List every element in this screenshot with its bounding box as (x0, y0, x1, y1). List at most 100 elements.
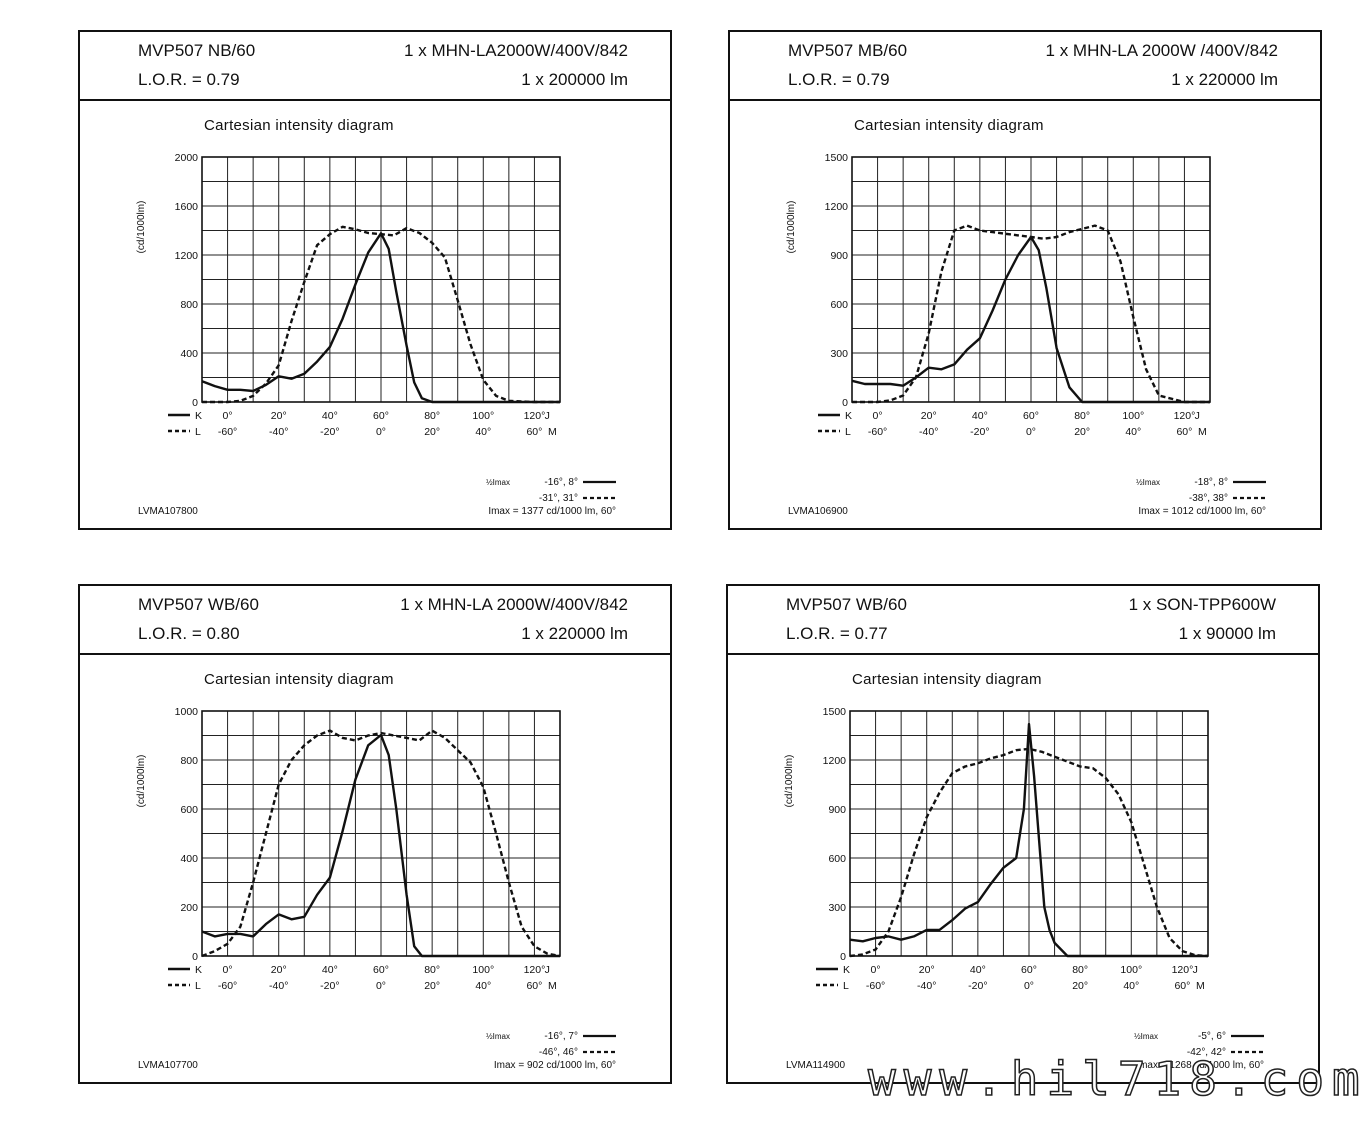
x-tick-label-l: -60° (218, 980, 237, 992)
lamp-spec: 1 x MHN-LA2000W/400V/842 (404, 41, 628, 60)
x-tick-label-l: 20° (424, 980, 440, 992)
imax-text: Imax = 1012 cd/1000 lm, 60° (1138, 506, 1266, 517)
y-tick-label: 0 (842, 397, 848, 409)
lamp-spec: 1 x MHN-LA 2000W/400V/842 (400, 595, 628, 614)
lumen-value: 1 x 220000 lm (1171, 70, 1278, 89)
half-dashed-angles: -31°, 31° (539, 493, 578, 504)
x-tick-label-l: -20° (968, 980, 987, 992)
drawing-code: LVMA107700 (138, 1060, 198, 1071)
legend-k-label: K (845, 410, 852, 422)
x-tick-label-k: 80° (1072, 964, 1088, 976)
panel-1: MVP507 NB/60 1 x MHN-LA2000W/400V/842 L.O.… (78, 30, 672, 530)
x-tick-label-k: 100° (1122, 410, 1144, 422)
x-tick-label-l: 60° (526, 980, 542, 992)
panel-frame (78, 584, 672, 1084)
x-axis-end-l: M (548, 980, 557, 992)
lamp-spec: 1 x SON-TPP600W (1129, 595, 1276, 614)
lumen-value: 1 x 200000 lm (521, 70, 628, 89)
lor-value: L.O.R. = 0.79 (788, 70, 890, 89)
legend-l-label: L (843, 980, 849, 992)
x-tick-label-l: -60° (218, 426, 237, 438)
x-axis-end-k: J (1195, 410, 1200, 422)
x-tick-label-k: 60° (1023, 410, 1039, 422)
y-tick-label: 0 (192, 397, 198, 409)
x-tick-label-k: 60° (1021, 964, 1037, 976)
lor-value: L.O.R. = 0.79 (138, 70, 240, 89)
y-tick-label: 300 (830, 348, 848, 360)
y-tick-label: 900 (828, 804, 846, 816)
chart-subtitle: Cartesian intensity diagram (204, 671, 394, 688)
imax-text: Imax = 902 cd/1000 lm, 60° (494, 1060, 616, 1071)
x-tick-label-l: -40° (269, 980, 288, 992)
x-tick-label-k: 0° (871, 964, 881, 976)
x-tick-label-k: 40° (970, 964, 986, 976)
x-tick-label-k: 120° (524, 964, 546, 976)
lumen-value: 1 x 90000 lm (1179, 624, 1276, 643)
lor-value: L.O.R. = 0.80 (138, 624, 240, 643)
model-name: MVP507 MB/60 (788, 41, 907, 60)
drawing-code: LVMA107800 (138, 506, 198, 517)
x-tick-label-k: 20° (921, 410, 937, 422)
series-line-k (849, 722, 1208, 958)
x-tick-label-l: -40° (269, 426, 288, 438)
legend-k-label: K (843, 964, 850, 976)
x-tick-label-k: 100° (472, 410, 494, 422)
x-tick-label-l: -20° (320, 980, 339, 992)
x-tick-label-l: 0° (1026, 426, 1036, 438)
drawing-code: LVMA106900 (788, 506, 848, 517)
model-name: MVP507 WB/60 (786, 595, 907, 614)
y-tick-label: 600 (830, 299, 848, 311)
model-name: MVP507 NB/60 (138, 41, 255, 60)
x-axis-end-l: M (1198, 426, 1207, 438)
x-tick-label-k: 20° (271, 410, 287, 422)
chart-svg: MVP507 WB/60 1 x SON-TPP600W L.O.R. = 0.77… (726, 584, 1320, 1084)
legend-k-label: K (195, 964, 202, 976)
series-line-l (201, 729, 561, 958)
y-tick-label: 1600 (175, 201, 199, 213)
x-tick-label-l: -60° (868, 426, 887, 438)
series-line-k (851, 235, 1210, 404)
half-imax-label: ½Imax (1136, 478, 1160, 487)
x-axis-end-k: J (545, 410, 550, 422)
x-tick-label-l: 0° (1024, 980, 1034, 992)
x-tick-label-k: 0° (223, 964, 233, 976)
x-tick-label-l: 20° (424, 426, 440, 438)
grid (849, 710, 1209, 957)
y-tick-label: 800 (180, 299, 198, 311)
imax-text: Imax = 1377 cd/1000 lm, 60° (488, 506, 616, 517)
half-solid-angles: -18°, 8° (1194, 477, 1228, 488)
y-tick-label: 1200 (823, 755, 847, 767)
half-solid-angles: -16°, 8° (544, 477, 578, 488)
x-tick-label-k: 120° (1172, 964, 1194, 976)
y-tick-label: 400 (180, 348, 198, 360)
y-tick-label: 0 (192, 951, 198, 963)
x-tick-label-l: -20° (970, 426, 989, 438)
x-tick-label-l: 0° (376, 980, 386, 992)
plot-border (201, 710, 561, 957)
x-tick-label-l: 40° (1123, 980, 1139, 992)
chart-svg: MVP507 MB/60 1 x MHN-LA 2000W /400V/842 L.… (728, 30, 1322, 530)
y-axis-label: (cd/1000lm) (136, 755, 147, 808)
x-tick-label-k: 80° (424, 410, 440, 422)
legend-l-label: L (195, 980, 201, 992)
legend-k-label: K (195, 410, 202, 422)
x-tick-label-l: -60° (866, 980, 885, 992)
x-tick-label-l: 20° (1074, 426, 1090, 438)
y-axis-label: (cd/1000lm) (786, 201, 797, 254)
panel-frame (78, 30, 672, 530)
panel-frame (726, 584, 1320, 1084)
x-tick-label-l: 60° (526, 426, 542, 438)
x-axis-end-l: M (1196, 980, 1205, 992)
x-tick-label-k: 20° (919, 964, 935, 976)
panel-2: MVP507 MB/60 1 x MHN-LA 2000W /400V/842 L.… (728, 30, 1322, 530)
x-tick-label-k: 40° (972, 410, 988, 422)
plot-border (201, 156, 561, 403)
half-imax-label: ½Imax (1134, 1032, 1158, 1041)
y-tick-label: 1200 (175, 250, 199, 262)
x-tick-label-l: 40° (475, 426, 491, 438)
y-tick-label: 0 (840, 951, 846, 963)
series-line-l (202, 225, 560, 404)
series-line-l (849, 747, 1209, 958)
y-axis-label: (cd/1000lm) (784, 755, 795, 808)
x-tick-label-k: 120° (1174, 410, 1196, 422)
